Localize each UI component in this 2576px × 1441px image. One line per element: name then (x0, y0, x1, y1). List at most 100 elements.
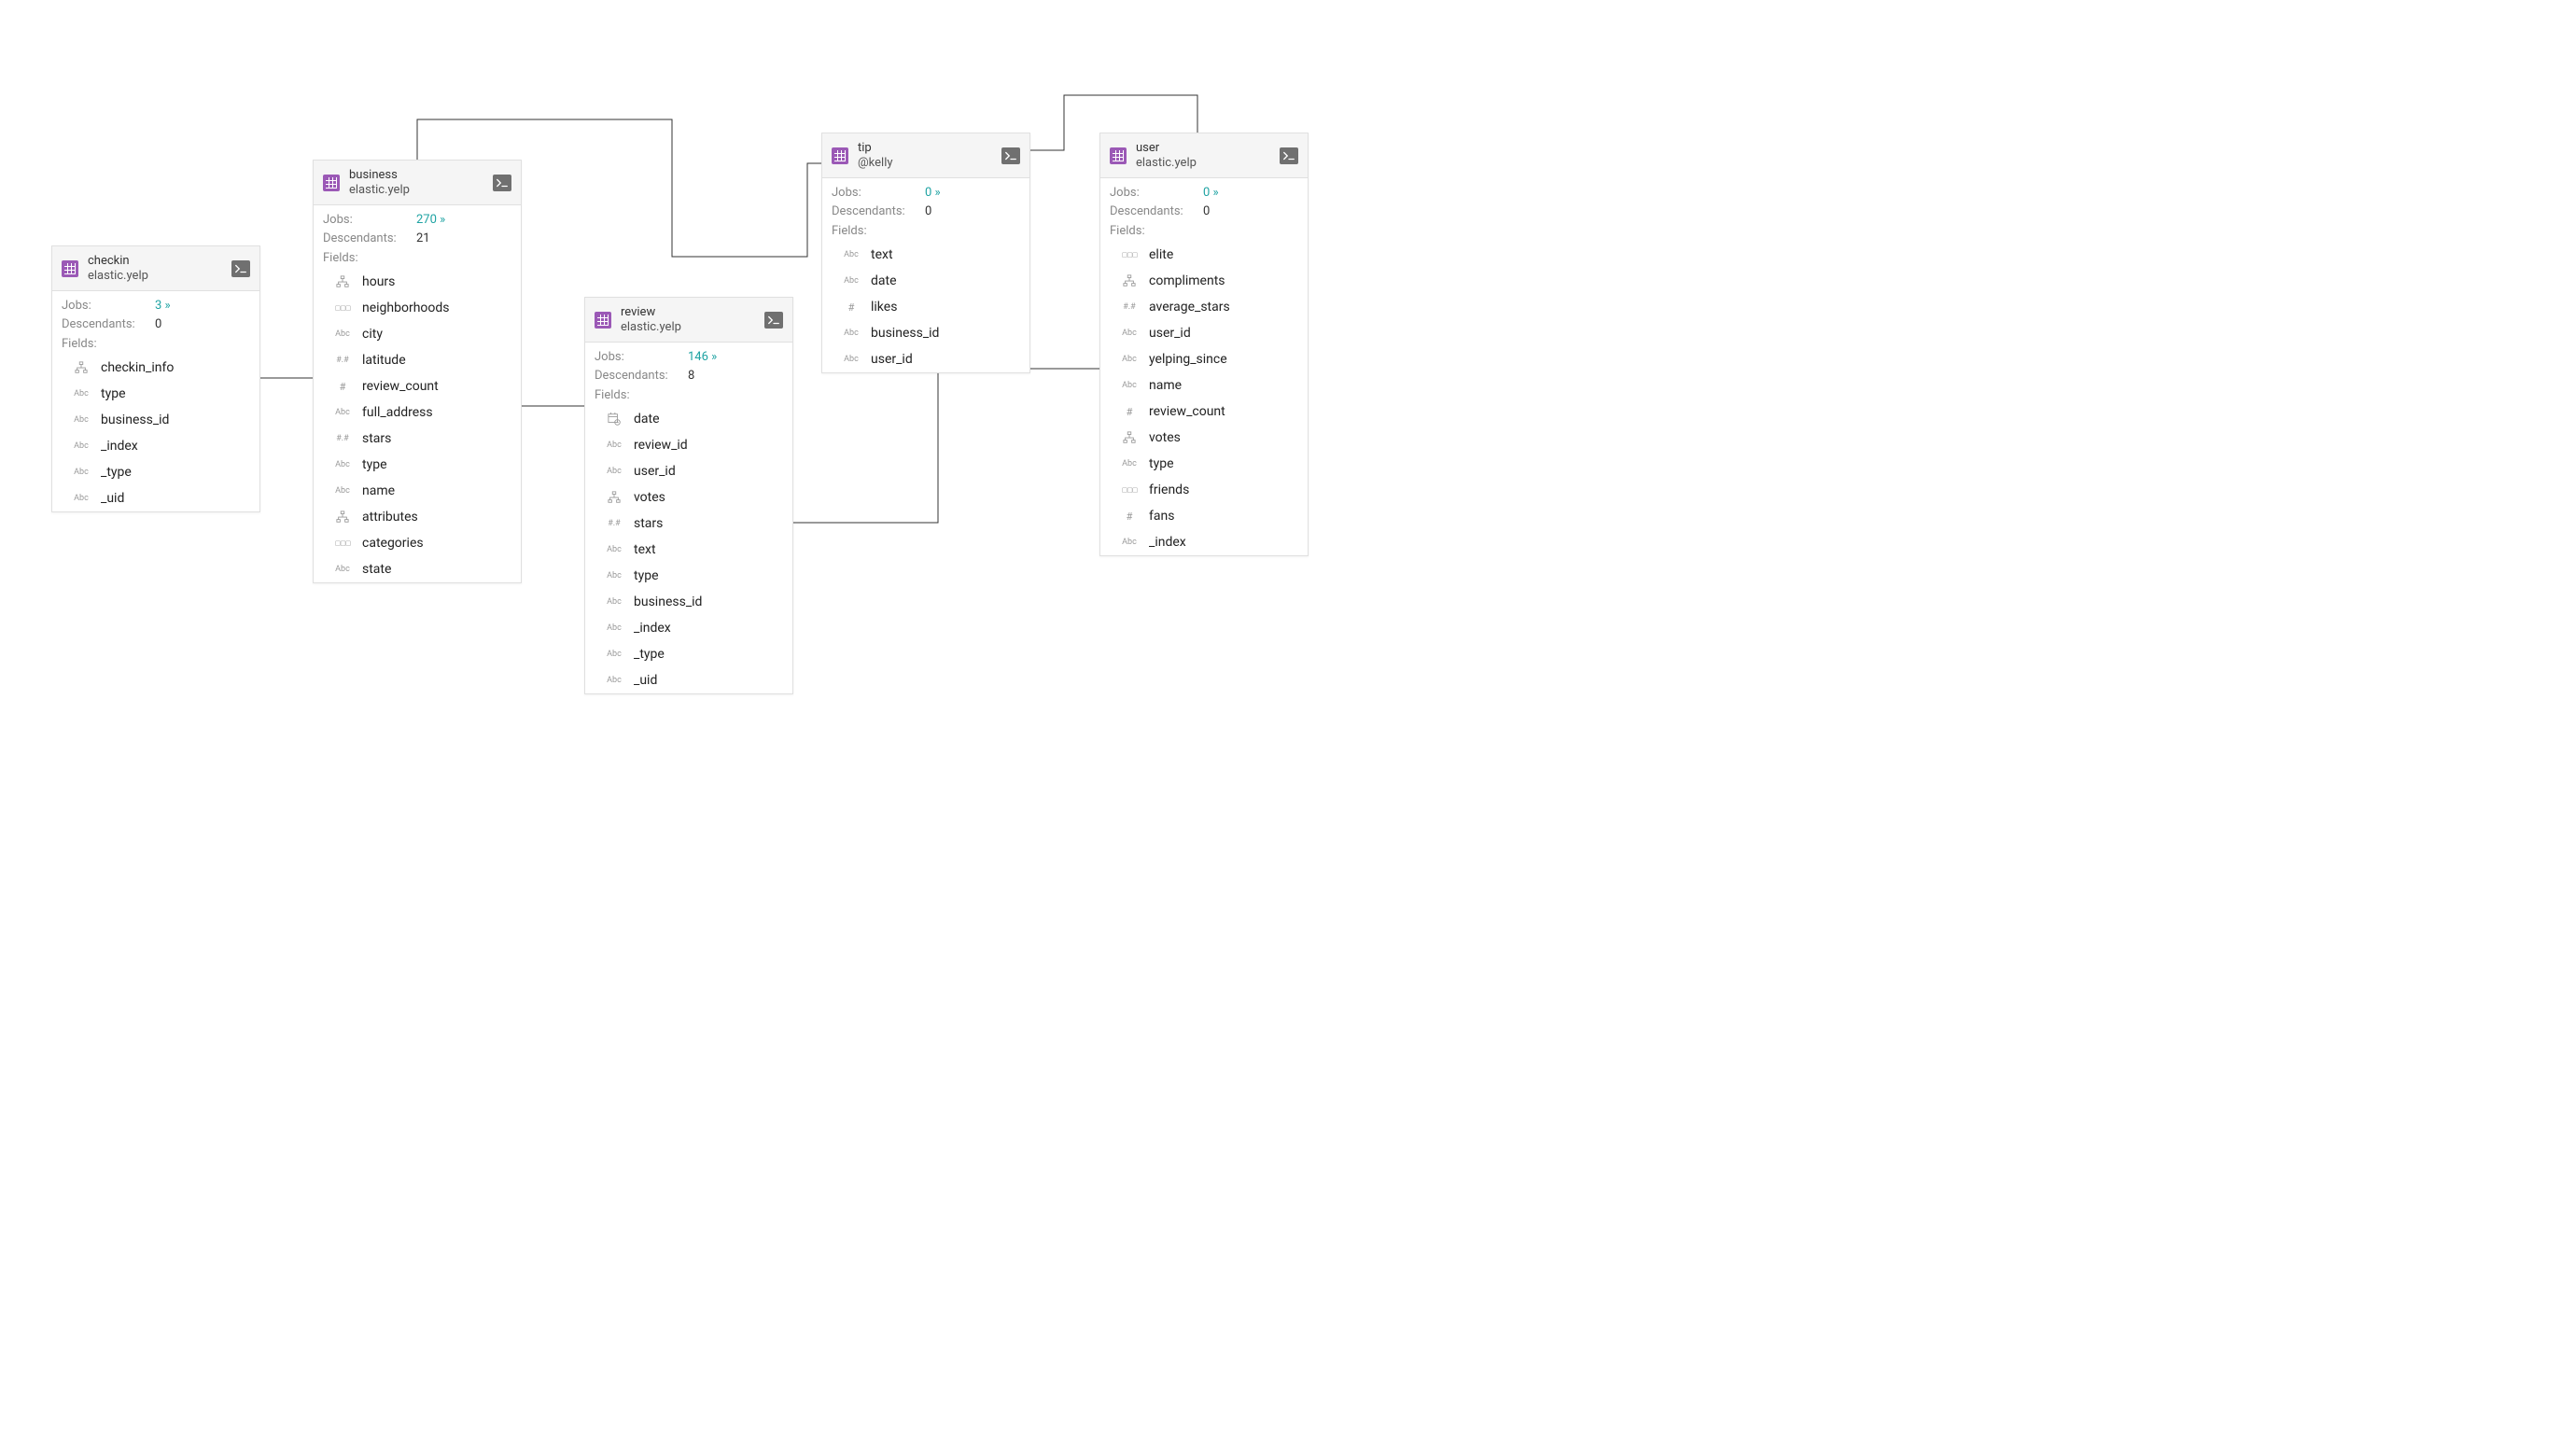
field-row[interactable]: fans (1100, 503, 1308, 529)
field-row[interactable]: business_id (822, 320, 1029, 346)
field-row[interactable]: _index (52, 433, 259, 459)
card-header: userelastic.yelp (1100, 133, 1308, 178)
field-name: date (871, 273, 897, 288)
descendants-label: Descendants: (1110, 203, 1194, 221)
field-row[interactable]: neighborhoods (314, 295, 521, 321)
card-title-block: userelastic.yelp (1136, 141, 1270, 170)
field-type-abc-icon (73, 413, 90, 427)
table-icon (595, 312, 611, 329)
field-name: elite (1149, 247, 1173, 262)
field-row[interactable]: name (1100, 372, 1308, 399)
field-name: type (101, 386, 126, 401)
field-type-abc-icon (73, 440, 90, 453)
field-row[interactable]: _index (1100, 529, 1308, 555)
field-row[interactable]: categories (314, 530, 521, 556)
field-row[interactable]: user_id (1100, 320, 1308, 346)
field-row[interactable]: compliments (1100, 268, 1308, 294)
field-type-abc-icon (73, 387, 90, 400)
entity-card-tip[interactable]: tip@kellyJobs:0 »Descendants:0Fields:tex… (821, 133, 1030, 373)
jobs-link[interactable]: 0 » (1203, 184, 1219, 203)
field-row[interactable]: elite (1100, 242, 1308, 268)
card-meta: Jobs:3 »Descendants:0 (52, 291, 259, 337)
field-row[interactable]: _index (585, 615, 792, 641)
jobs-link[interactable]: 3 » (155, 297, 171, 315)
field-row[interactable]: attributes (314, 504, 521, 530)
field-row[interactable]: text (585, 537, 792, 563)
field-row[interactable]: city (314, 321, 521, 347)
field-name: votes (1149, 430, 1181, 445)
field-row[interactable]: stars (314, 426, 521, 452)
entity-card-checkin[interactable]: checkinelastic.yelpJobs:3 »Descendants:0… (51, 245, 260, 512)
field-type-abc-icon (334, 406, 351, 419)
field-type-hh-icon (606, 517, 623, 530)
field-row[interactable]: date (822, 268, 1029, 294)
prompt-icon[interactable] (1001, 147, 1020, 164)
field-type-h-icon (1121, 510, 1138, 523)
field-row[interactable]: hours (314, 269, 521, 295)
edge-review-tip-bottom (791, 371, 938, 523)
field-row[interactable]: business_id (585, 589, 792, 615)
field-row[interactable]: full_address (314, 399, 521, 426)
field-row[interactable]: _uid (585, 667, 792, 693)
field-row[interactable]: votes (1100, 425, 1308, 451)
field-row[interactable]: checkin_info (52, 355, 259, 381)
prompt-icon[interactable] (493, 175, 511, 191)
field-row[interactable]: user_id (585, 458, 792, 484)
field-type-abc-icon (1121, 536, 1138, 549)
field-row[interactable]: stars (585, 511, 792, 537)
entity-card-user[interactable]: userelastic.yelpJobs:0 »Descendants:0Fie… (1099, 133, 1309, 556)
field-name: attributes (362, 510, 418, 525)
field-name: compliments (1149, 273, 1225, 288)
field-row[interactable]: _uid (52, 485, 259, 511)
field-type-abc-icon (606, 465, 623, 478)
field-name: business_id (634, 595, 702, 609)
field-name: categories (362, 536, 424, 551)
card-meta: Jobs:146 »Descendants:8 (585, 343, 792, 388)
field-row[interactable]: business_id (52, 407, 259, 433)
field-row[interactable]: text (822, 242, 1029, 268)
field-row[interactable]: type (52, 381, 259, 407)
card-title: checkin (88, 254, 222, 269)
field-row[interactable]: review_count (314, 373, 521, 399)
card-header: reviewelastic.yelp (585, 298, 792, 343)
field-name: friends (1149, 483, 1189, 497)
field-row[interactable]: friends (1100, 477, 1308, 503)
field-type-abc-icon (606, 439, 623, 452)
descendants-value: 21 (416, 230, 430, 248)
field-type-abc-icon (1121, 353, 1138, 366)
field-row[interactable]: user_id (822, 346, 1029, 372)
field-type-obj-icon (1121, 431, 1138, 444)
schema-canvas: checkinelastic.yelpJobs:3 »Descendants:0… (0, 0, 1359, 762)
field-row[interactable]: review_id (585, 432, 792, 458)
entity-card-review[interactable]: reviewelastic.yelpJobs:146 »Descendants:… (584, 297, 793, 694)
field-type-ooo-icon (1121, 248, 1138, 261)
field-row[interactable]: latitude (314, 347, 521, 373)
field-row[interactable]: date (585, 406, 792, 432)
field-row[interactable]: type (585, 563, 792, 589)
field-row[interactable]: _type (585, 641, 792, 667)
field-row[interactable]: average_stars (1100, 294, 1308, 320)
field-row[interactable]: state (314, 556, 521, 582)
entity-card-business[interactable]: businesselastic.yelpJobs:270 »Descendant… (313, 160, 522, 583)
jobs-link[interactable]: 146 » (688, 348, 717, 367)
field-name: date (634, 412, 660, 427)
prompt-icon[interactable] (231, 260, 250, 277)
field-row[interactable]: type (314, 452, 521, 478)
card-header: tip@kelly (822, 133, 1029, 178)
jobs-link[interactable]: 0 » (925, 184, 941, 203)
field-row[interactable]: yelping_since (1100, 346, 1308, 372)
field-row[interactable]: type (1100, 451, 1308, 477)
field-name: neighborhoods (362, 301, 450, 315)
field-name: votes (634, 490, 665, 505)
field-row[interactable]: _type (52, 459, 259, 485)
field-type-abc-icon (606, 648, 623, 661)
jobs-link[interactable]: 270 » (416, 211, 445, 230)
prompt-icon[interactable] (764, 312, 783, 329)
field-row[interactable]: votes (585, 484, 792, 511)
field-row[interactable]: likes (822, 294, 1029, 320)
prompt-icon[interactable] (1280, 147, 1298, 164)
field-type-abc-icon (334, 458, 351, 471)
field-row[interactable]: name (314, 478, 521, 504)
field-type-abc-icon (334, 484, 351, 497)
field-row[interactable]: review_count (1100, 399, 1308, 425)
